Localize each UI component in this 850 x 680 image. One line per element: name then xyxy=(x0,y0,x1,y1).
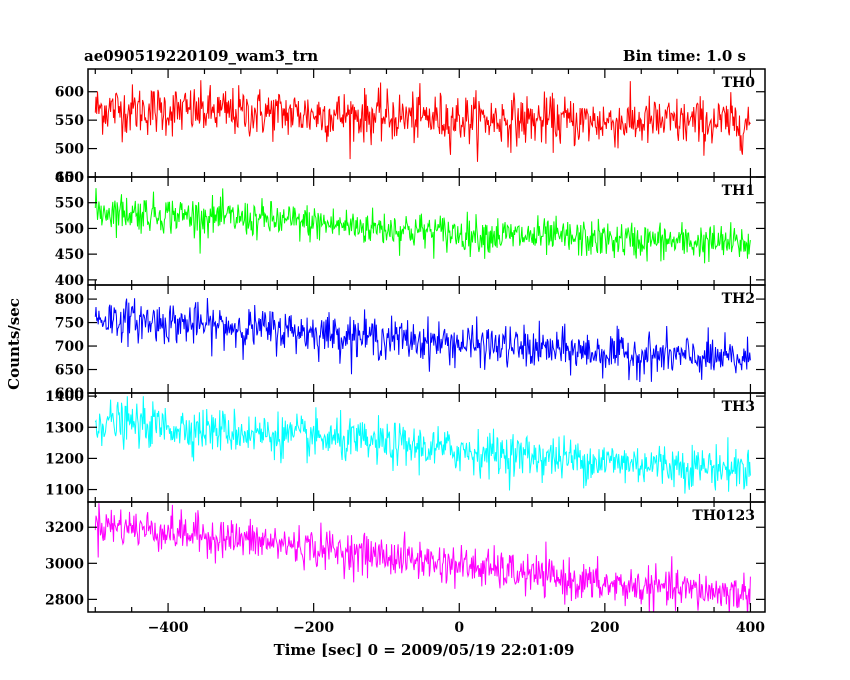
y-tick-label: 500 xyxy=(55,221,84,237)
series-th3 xyxy=(94,396,751,494)
y-tick-label: 550 xyxy=(55,113,84,129)
x-axis-title: Time [sec] 0 = 2009/05/19 22:01:09 xyxy=(274,641,575,659)
y-tick-label: 600 xyxy=(55,386,84,402)
y-tick-label: 600 xyxy=(55,170,84,186)
y-tick-label: 700 xyxy=(55,339,84,355)
y-tick-label: 1100 xyxy=(45,483,84,499)
panel-label-th0123: TH0123 xyxy=(692,508,755,524)
x-tick-label: 400 xyxy=(736,620,765,636)
panel-th0123: 2800 3000 3200 TH0123 xyxy=(45,501,766,613)
y-tick-label: 650 xyxy=(55,363,84,379)
y-tick-label: 400 xyxy=(55,273,84,289)
y-tick-label: 600 xyxy=(55,85,84,101)
bin-time-label: Bin time: 1.0 s xyxy=(623,47,746,65)
y-tick-label: 800 xyxy=(55,292,84,308)
panel-th1: 400 450 500 550 600 TH1 xyxy=(55,170,766,289)
y-tick-label: 1200 xyxy=(45,451,84,467)
y-tick-label: 750 xyxy=(55,316,84,332)
y-tick-label: 3200 xyxy=(45,520,84,536)
panel-label-th3: TH3 xyxy=(722,399,755,415)
y-tick-label: 2800 xyxy=(45,592,84,608)
y-tick-label: 500 xyxy=(55,142,84,158)
series-th0123 xyxy=(94,503,751,612)
series-th2 xyxy=(94,297,751,383)
panel-th2: 600 650 700 750 800 TH2 xyxy=(55,284,766,402)
x-tick-label: 0 xyxy=(454,620,464,636)
x-axis: −400 −200 0 200 400 xyxy=(148,620,766,636)
panel-label-th1: TH1 xyxy=(722,183,755,199)
panel-th3: 1100 1200 1300 1400 TH3 xyxy=(45,389,766,503)
x-tick-label: −200 xyxy=(293,620,334,636)
panel-label-th0: TH0 xyxy=(722,75,756,91)
series-th1 xyxy=(94,188,751,264)
y-tick-label: 550 xyxy=(55,196,84,212)
panel-label-th2: TH2 xyxy=(722,291,755,307)
y-tick-label: 450 xyxy=(55,247,84,263)
chart-title: ae090519220109_wam3_trn xyxy=(84,47,318,65)
y-tick-label: 450 xyxy=(55,170,84,186)
panel-frame xyxy=(87,284,766,394)
y-tick-label: 1400 xyxy=(45,389,84,405)
y-axis-title: Counts/sec xyxy=(5,298,23,390)
x-tick-label: −400 xyxy=(148,620,189,636)
y-tick-label: 3000 xyxy=(45,556,84,572)
panel-frame xyxy=(87,392,766,503)
x-tick-label: 200 xyxy=(590,620,619,636)
panels: 450 500 550 600 TH0 400 450 500 550 600 TH1 600 650 7… xyxy=(45,68,766,613)
y-tick-label: 1300 xyxy=(45,420,84,436)
panel-th0: 450 500 550 600 TH0 xyxy=(55,68,766,186)
panel-frame xyxy=(87,501,766,613)
series-th0 xyxy=(94,80,751,162)
